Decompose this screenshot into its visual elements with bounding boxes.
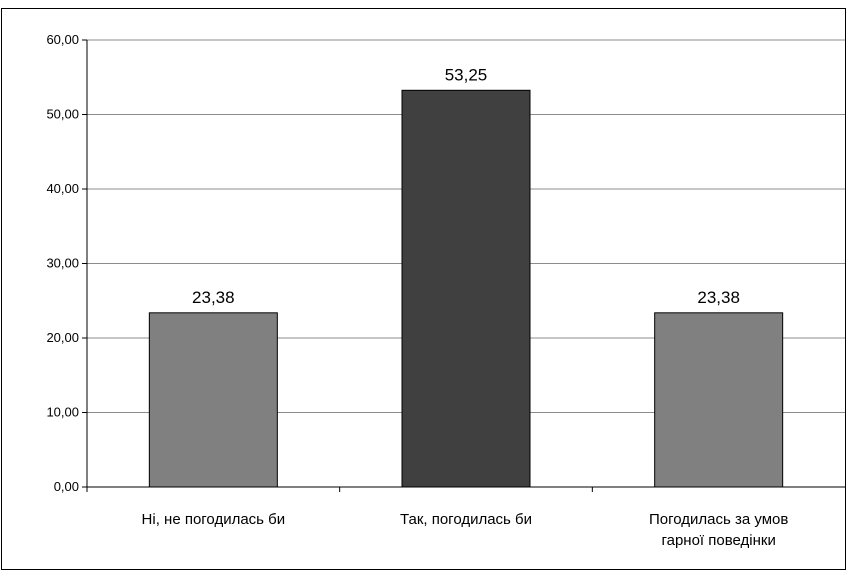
bar xyxy=(148,312,278,488)
data-label: 23,38 xyxy=(697,288,740,307)
bar xyxy=(401,89,531,488)
x-tick-label: гарної поведінки xyxy=(661,532,775,549)
x-tick-label: Так, погодилась би xyxy=(400,511,532,528)
data-label: 23,38 xyxy=(192,288,235,307)
y-tick-label: 30,00 xyxy=(46,256,79,271)
y-tick-label: 0,00 xyxy=(54,479,79,494)
y-tick-label: 20,00 xyxy=(46,330,79,345)
data-label: 53,25 xyxy=(445,65,488,84)
y-tick-label: 10,00 xyxy=(46,405,79,420)
bar xyxy=(654,312,784,488)
x-tick-label: Погодилась за умов xyxy=(649,511,788,528)
y-tick-label: 40,00 xyxy=(46,181,79,196)
x-tick-label: Ні, не погодилась би xyxy=(142,511,286,528)
y-tick-label: 60,00 xyxy=(46,32,79,47)
y-tick-label: 50,00 xyxy=(46,107,79,122)
